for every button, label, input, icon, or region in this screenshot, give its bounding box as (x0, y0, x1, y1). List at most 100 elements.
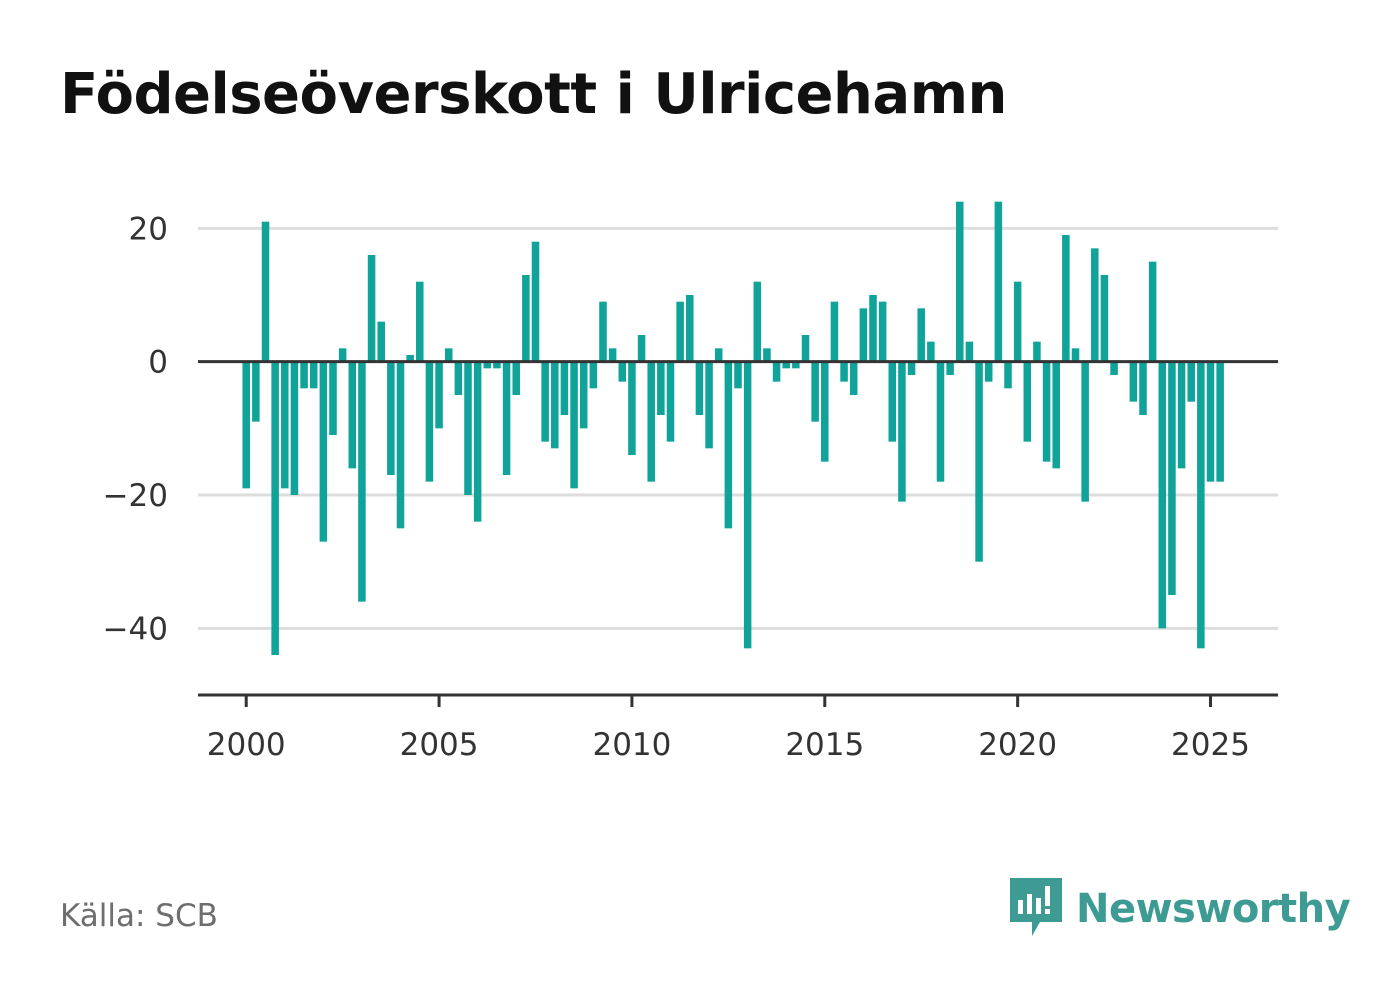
x-tick-label: 2015 (785, 727, 864, 763)
x-tick-label: 2020 (978, 727, 1057, 763)
bar (743, 361, 752, 649)
bar (1187, 361, 1195, 402)
source-note: Källa: SCB (60, 898, 218, 934)
bar (811, 361, 819, 422)
bar (975, 361, 983, 562)
bar (367, 255, 376, 362)
bar (734, 361, 742, 389)
bar (695, 361, 704, 415)
bar (686, 295, 694, 362)
bar (956, 201, 964, 362)
bar (724, 361, 733, 529)
bar (425, 361, 434, 482)
bar (869, 295, 877, 362)
bar (782, 361, 790, 369)
bar (657, 361, 665, 415)
bar (849, 361, 858, 395)
bar (878, 301, 887, 362)
bar (435, 361, 443, 429)
bar (1081, 361, 1089, 502)
bar (444, 348, 453, 362)
bar (1197, 361, 1205, 649)
bar (1042, 361, 1051, 462)
bar (821, 361, 829, 462)
y-tick-label: 0 (148, 345, 168, 381)
bar (1052, 361, 1060, 469)
bar (1129, 361, 1138, 402)
bar (676, 301, 684, 362)
bar (319, 361, 328, 542)
bar (329, 361, 337, 435)
bar (1013, 281, 1022, 362)
bar (589, 361, 598, 389)
chart-title: Födelseöverskott i Ulricehamn (60, 62, 1007, 127)
bar (242, 361, 250, 489)
bar (483, 361, 492, 369)
bar (512, 361, 520, 395)
bar (1004, 361, 1012, 389)
bar (522, 275, 530, 362)
bar (454, 361, 463, 395)
bar (579, 361, 588, 429)
bar (859, 308, 868, 362)
bar (830, 301, 839, 362)
bar (406, 355, 414, 362)
bar (338, 348, 347, 362)
bar (608, 348, 617, 362)
bar (984, 361, 993, 382)
bar (666, 361, 675, 442)
bar (570, 361, 578, 489)
bar (637, 335, 646, 362)
bar (252, 361, 260, 422)
bar (1177, 361, 1186, 469)
bar (763, 348, 771, 362)
bar (1023, 361, 1032, 442)
bar (531, 241, 540, 362)
bar (965, 341, 974, 362)
bars-layer (242, 201, 1224, 655)
brand-name: Newsworthy (1076, 886, 1351, 932)
bar (936, 361, 945, 482)
bar (898, 361, 906, 502)
bar (396, 361, 405, 529)
bar (994, 201, 1003, 362)
bar (271, 361, 279, 655)
axis-layer (198, 360, 1278, 707)
bar (261, 221, 270, 362)
bar (1206, 361, 1215, 482)
bar (927, 341, 935, 362)
bar (387, 361, 395, 475)
bar (772, 361, 781, 382)
bar (840, 361, 848, 382)
bar (792, 361, 800, 369)
bar (560, 361, 569, 415)
y-tick-label: −40 (103, 611, 168, 647)
bar (493, 361, 501, 369)
bar (1148, 261, 1157, 362)
bar (618, 361, 627, 382)
x-tick-label: 2005 (400, 727, 479, 763)
bar (888, 361, 897, 442)
y-tick-label: −20 (103, 478, 168, 514)
bar (473, 361, 482, 522)
bar (290, 361, 299, 495)
bar (1033, 341, 1041, 362)
newsworthy-logo-icon (1010, 878, 1062, 936)
bar (714, 348, 723, 362)
bar (377, 321, 385, 362)
bar (300, 361, 308, 389)
bar (753, 281, 762, 362)
bar (907, 361, 916, 375)
bar (705, 361, 713, 449)
x-tick-label: 2000 (207, 727, 286, 763)
x-tick-label: 2010 (592, 727, 671, 763)
bar (1100, 275, 1109, 362)
bar (541, 361, 549, 442)
labels-layer: 20 0 −20 −40 2000 2005 2010 2015 2020 2025 (103, 211, 1250, 763)
bar (917, 308, 925, 362)
y-tick-label: 20 (129, 211, 168, 247)
bar (628, 361, 636, 455)
bar (281, 361, 289, 489)
bar (348, 361, 357, 469)
